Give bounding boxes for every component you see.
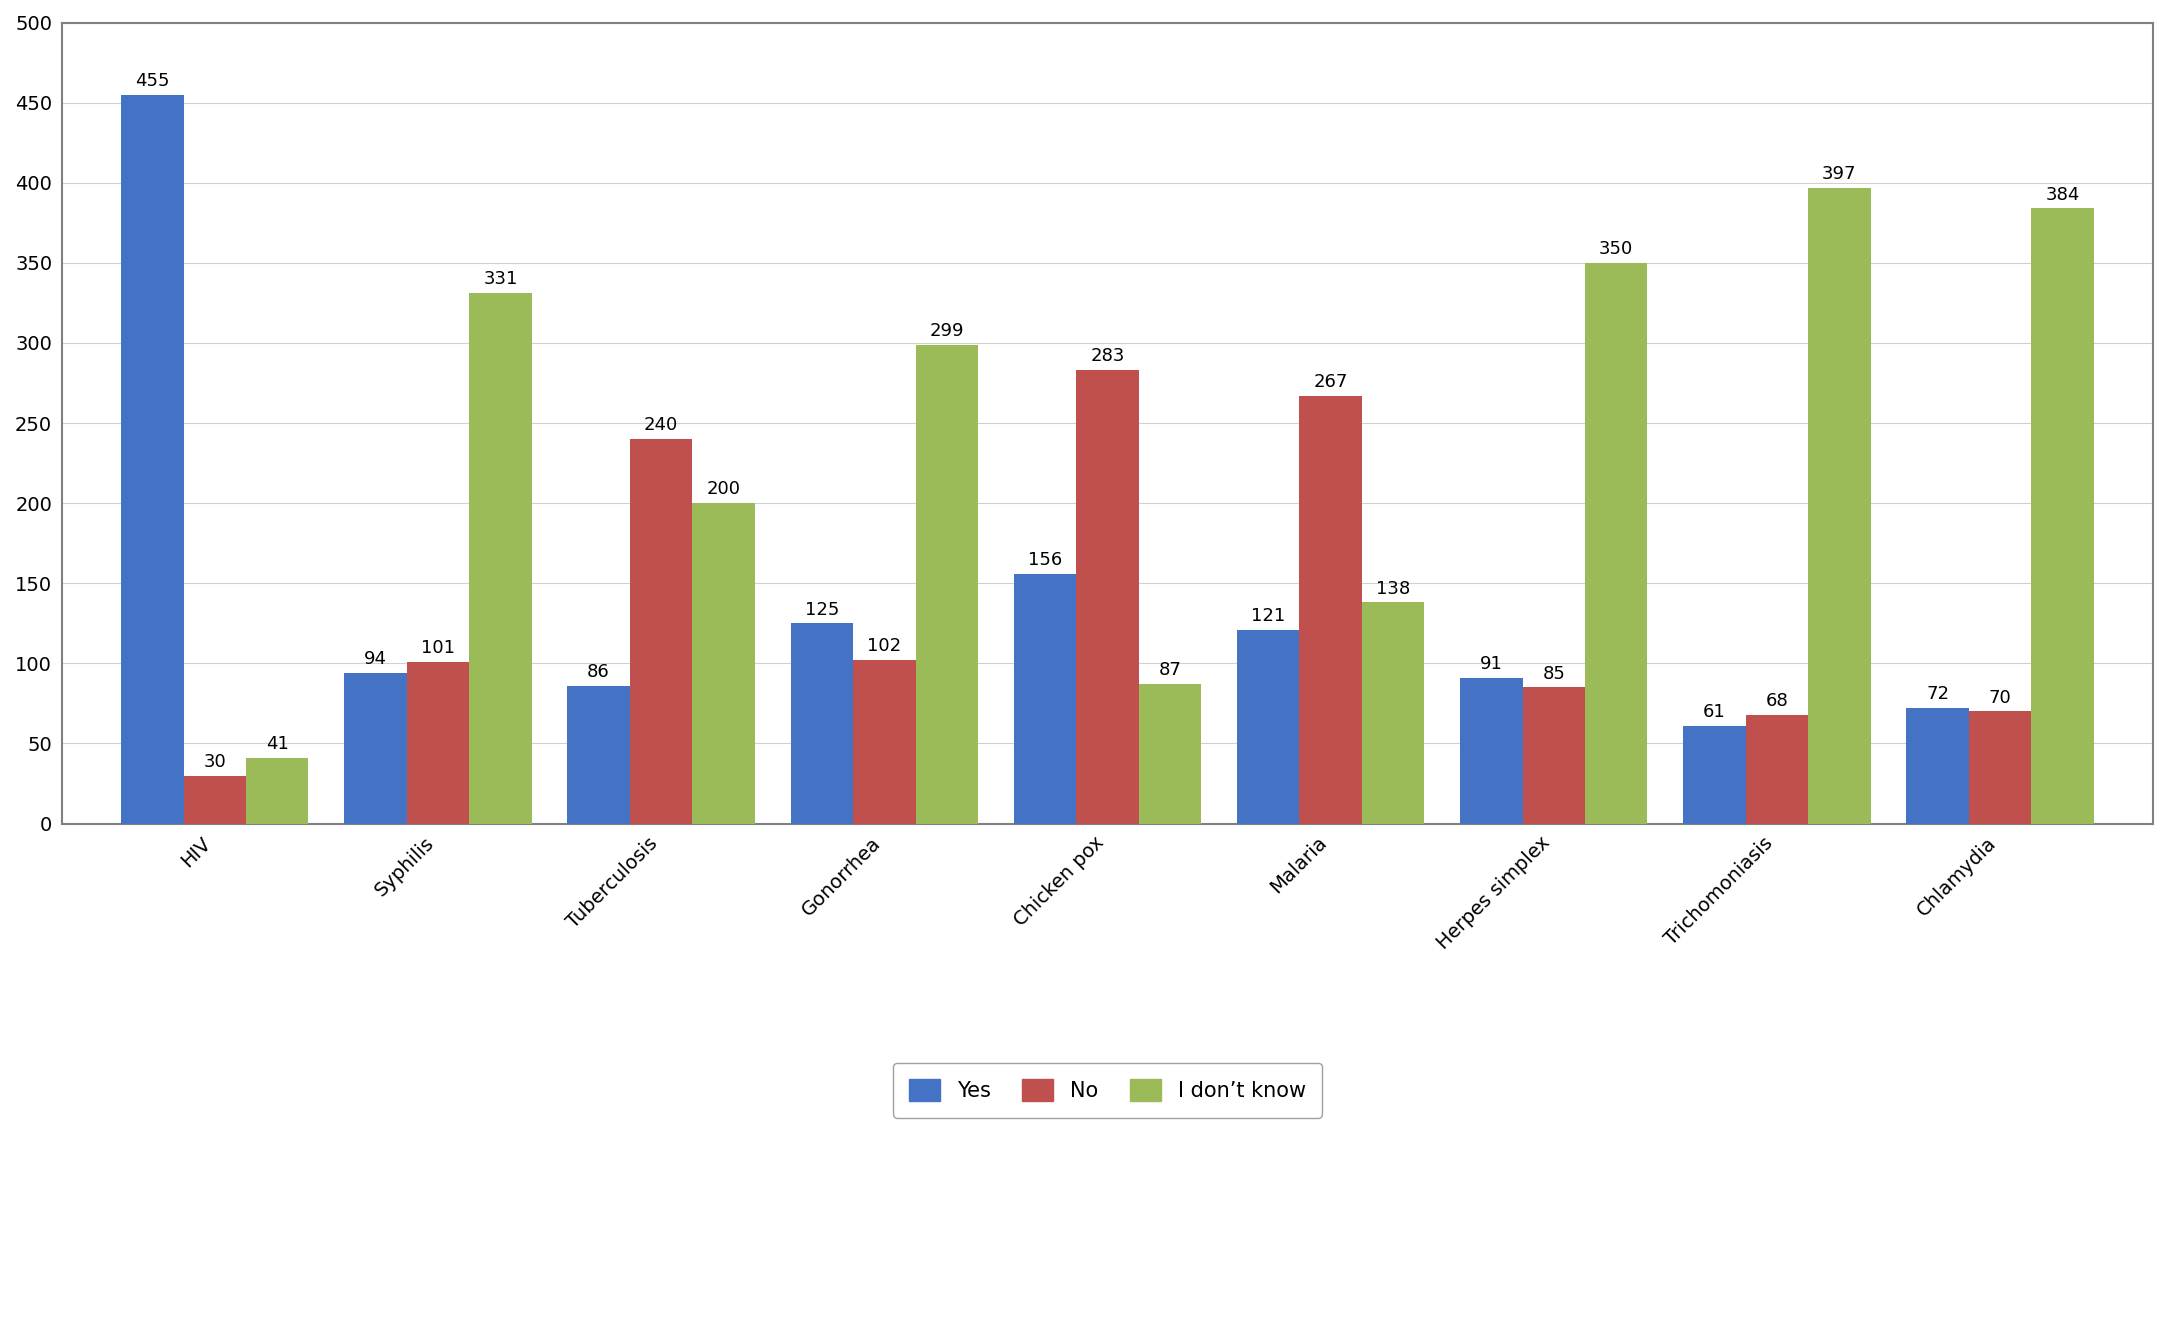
Bar xyxy=(1682,726,1745,824)
Bar xyxy=(468,293,531,824)
Text: 72: 72 xyxy=(1925,685,1949,704)
Text: 61: 61 xyxy=(1704,704,1726,721)
Bar xyxy=(791,623,852,824)
Text: 102: 102 xyxy=(867,638,902,655)
Bar xyxy=(2031,209,2094,824)
Bar xyxy=(1808,187,1871,824)
Text: 299: 299 xyxy=(930,322,965,339)
Text: 331: 331 xyxy=(483,271,518,289)
Text: 41: 41 xyxy=(267,735,288,754)
Bar xyxy=(1238,630,1299,824)
Bar xyxy=(1138,684,1201,824)
Bar xyxy=(1745,714,1808,824)
Bar xyxy=(408,661,468,824)
Text: 91: 91 xyxy=(1481,655,1502,673)
Text: 121: 121 xyxy=(1251,607,1286,624)
Bar xyxy=(245,758,308,824)
Text: 283: 283 xyxy=(1091,347,1125,366)
Text: 267: 267 xyxy=(1314,374,1348,391)
Bar xyxy=(1362,602,1424,824)
Bar xyxy=(852,660,915,824)
Bar xyxy=(1299,396,1362,824)
Text: 87: 87 xyxy=(1158,661,1182,680)
Text: 455: 455 xyxy=(134,71,169,90)
Text: 125: 125 xyxy=(804,601,839,619)
Text: 200: 200 xyxy=(707,480,741,499)
Text: 350: 350 xyxy=(1600,240,1633,257)
Bar xyxy=(121,95,184,824)
Text: 85: 85 xyxy=(1541,664,1565,682)
Bar xyxy=(1459,677,1522,824)
Bar xyxy=(1969,711,2031,824)
Text: 240: 240 xyxy=(644,416,679,434)
Bar xyxy=(631,440,692,824)
Text: 30: 30 xyxy=(204,752,225,771)
Bar xyxy=(915,345,978,824)
Text: 397: 397 xyxy=(1821,165,1856,182)
Bar xyxy=(345,673,408,824)
Text: 384: 384 xyxy=(2044,186,2079,203)
Bar xyxy=(1075,370,1138,824)
Text: 68: 68 xyxy=(1765,692,1789,710)
Text: 86: 86 xyxy=(588,663,609,681)
Text: 156: 156 xyxy=(1028,550,1062,569)
Bar xyxy=(1906,709,1969,824)
Text: 70: 70 xyxy=(1988,689,2012,706)
Text: 101: 101 xyxy=(421,639,455,657)
Bar xyxy=(184,776,245,824)
Legend: Yes, No, I don’t know: Yes, No, I don’t know xyxy=(893,1063,1322,1118)
Bar xyxy=(1585,263,1648,824)
Bar xyxy=(1522,688,1585,824)
Text: 94: 94 xyxy=(364,651,386,668)
Bar xyxy=(568,686,631,824)
Text: 138: 138 xyxy=(1377,579,1409,598)
Bar xyxy=(692,503,754,824)
Bar xyxy=(1015,574,1075,824)
